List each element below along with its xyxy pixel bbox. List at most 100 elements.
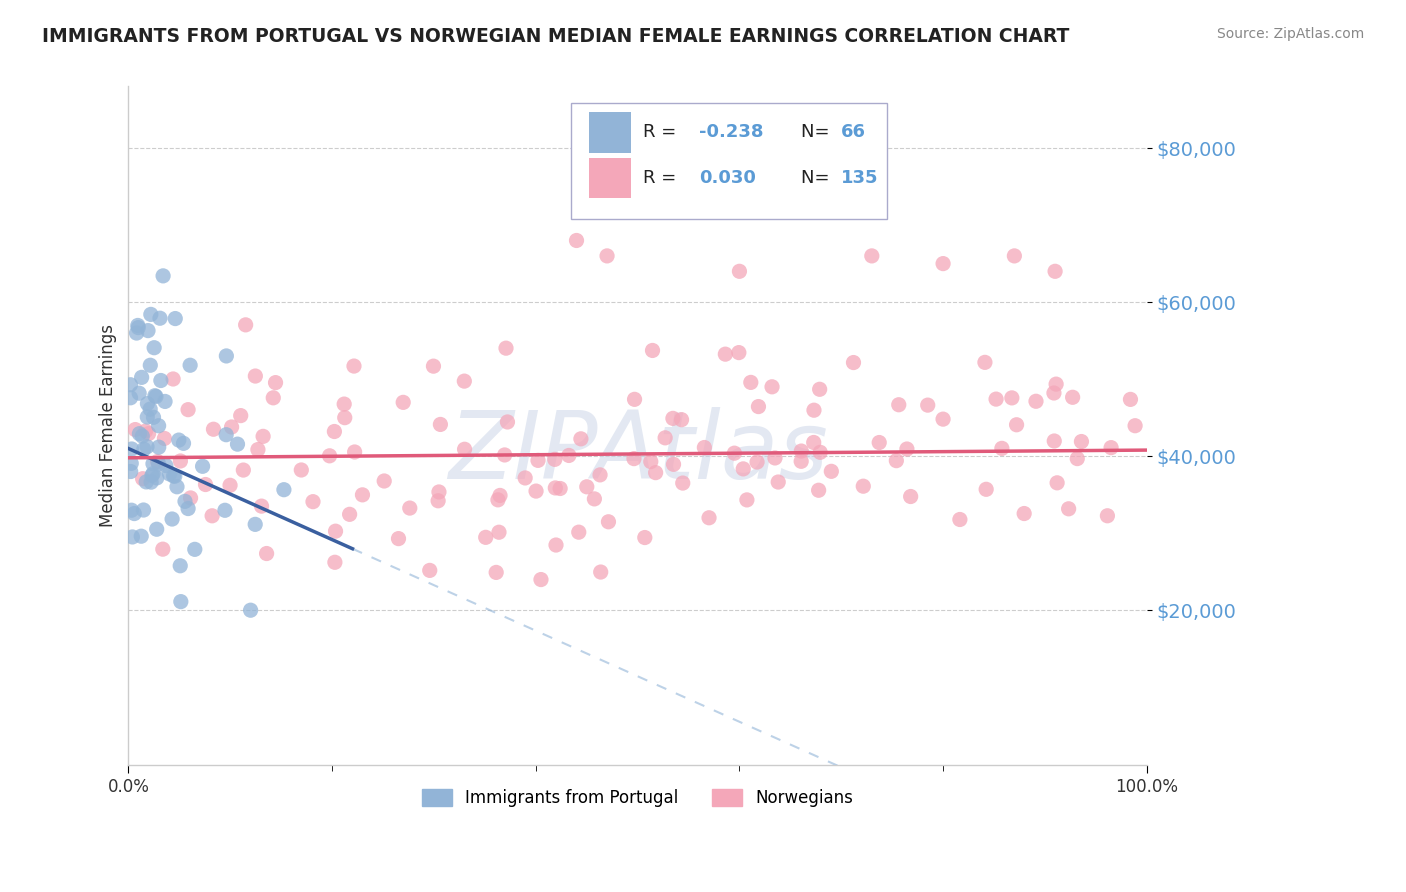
Point [852,479,875,493]
Point [485,566,508,580]
Point [474,530,496,544]
Point [318,449,340,463]
Point [1123,418,1146,433]
Text: 0.030: 0.030 [699,169,755,187]
Point [153,432,176,446]
Point [761,380,783,394]
Point [932,412,955,426]
Point [132,503,155,517]
Point [245,369,267,384]
Point [589,467,612,482]
Text: ZIPAtlas: ZIPAtlas [447,407,828,498]
Point [515,471,537,485]
Point [179,358,201,372]
Point [141,468,163,483]
Point [169,454,191,468]
Point [155,458,177,473]
Point [120,391,142,405]
Point [984,392,1007,406]
Point [489,488,512,502]
Point [1057,501,1080,516]
Point [392,395,415,409]
Point [250,499,273,513]
Point [273,483,295,497]
Point [127,320,149,334]
Point [495,341,517,355]
Point [323,425,346,439]
Point [290,463,312,477]
Point [623,392,645,407]
Point [139,358,162,372]
Point [868,435,890,450]
Point [343,445,366,459]
Point [194,477,217,491]
Point [343,359,366,373]
Point [803,403,825,417]
Point [152,268,174,283]
Point [671,412,693,426]
Text: N=: N= [800,169,835,187]
Point [530,573,553,587]
Point [1045,377,1067,392]
Point [125,326,148,340]
Point [808,382,831,396]
Point [387,532,409,546]
Point [575,480,598,494]
Text: 135: 135 [841,169,879,187]
Point [143,341,166,355]
Point [177,402,200,417]
Point [184,542,207,557]
Point [640,454,662,468]
Point [1005,417,1028,432]
Point [723,446,745,460]
Point [215,427,238,442]
Point [429,417,451,432]
Point [974,483,997,497]
FancyBboxPatch shape [589,112,631,153]
Point [121,503,143,517]
Point [221,420,243,434]
Point [544,481,567,495]
Point [132,442,155,457]
Point [142,410,165,425]
Point [149,374,172,388]
Point [693,441,716,455]
Point [1046,475,1069,490]
Point [177,501,200,516]
Point [142,457,165,471]
Point [453,374,475,388]
Point [949,512,972,526]
Point [191,459,214,474]
Point [524,484,547,499]
Point [419,563,441,577]
Point [672,476,695,491]
Point [262,391,284,405]
Point [143,389,166,403]
Point [235,318,257,332]
Point [494,448,516,462]
Point [790,454,813,468]
Point [339,508,361,522]
Point [917,398,939,412]
Point [232,463,254,477]
Point [146,471,169,485]
Point [138,426,160,441]
Point [136,440,159,454]
Point [842,355,865,369]
Point [991,442,1014,456]
Point [214,503,236,517]
Point [727,345,749,359]
Text: R =: R = [643,169,682,187]
Point [1043,386,1066,401]
Point [152,542,174,557]
Point [245,517,267,532]
Point [239,603,262,617]
Point [1097,508,1119,523]
Point [1062,390,1084,404]
Point [229,409,252,423]
Point [488,525,510,540]
Point [302,494,325,508]
Point [728,264,751,278]
Point [568,525,591,540]
Text: IMMIGRANTS FROM PORTUGAL VS NORWEGIAN MEDIAN FEMALE EARNINGS CORRELATION CHART: IMMIGRANTS FROM PORTUGAL VS NORWEGIAN ME… [42,27,1070,45]
